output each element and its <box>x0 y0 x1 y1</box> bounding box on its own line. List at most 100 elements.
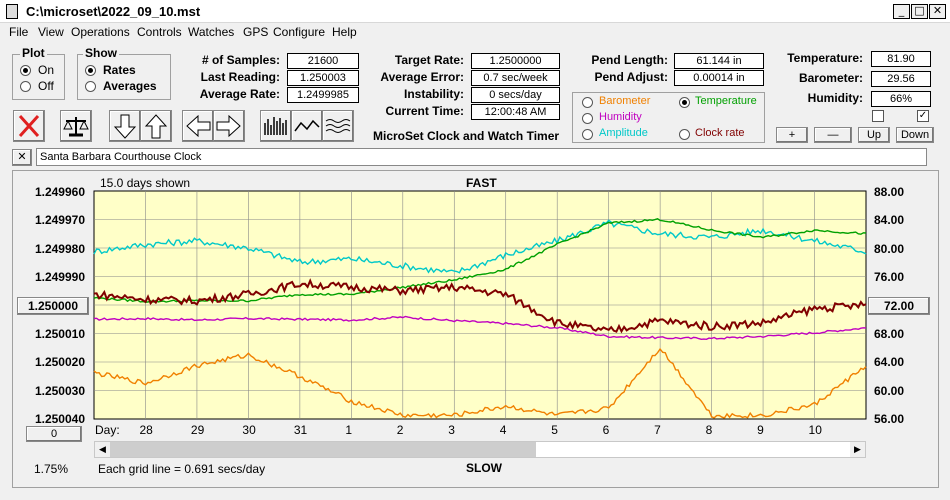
menu-gps[interactable]: GPS <box>243 25 269 39</box>
close-clock-button[interactable]: ✕ <box>12 149 32 166</box>
right-tick-label: 56.00 <box>874 412 905 426</box>
left-tick-label: 1.249960 <box>34 185 85 199</box>
temperature-radio[interactable] <box>679 97 690 108</box>
temperature-option-label: Temperature <box>695 95 757 107</box>
day-tick-label: 3 <box>448 423 455 437</box>
scroll-thumb[interactable] <box>110 442 536 457</box>
slow-label: SLOW <box>466 461 502 475</box>
pend-length-value: 61.144 in <box>674 53 764 69</box>
up-arrow-button[interactable] <box>140 110 172 142</box>
checkbox-right[interactable]: ✓ <box>917 110 929 122</box>
left-arrow-icon <box>186 114 211 138</box>
show-averages-radio[interactable] <box>85 81 96 92</box>
line-button[interactable] <box>291 110 323 142</box>
wave-lines-icon <box>325 119 351 133</box>
down-button[interactable]: Down <box>896 127 934 143</box>
last-reading-value: 1.250003 <box>287 70 359 86</box>
plot-on-label: On <box>38 63 55 77</box>
humidity-radio[interactable] <box>582 113 593 124</box>
bar-graph-icon <box>264 117 287 135</box>
menu-watches[interactable]: Watches <box>188 25 235 39</box>
minimize-button[interactable]: _ <box>893 4 910 19</box>
checkbox-left[interactable] <box>872 110 884 122</box>
menu-file[interactable]: File <box>9 25 29 39</box>
right-tick-label: 84.00 <box>874 213 905 227</box>
day-tick-label: 29 <box>190 423 205 437</box>
clear-button[interactable] <box>13 110 45 142</box>
day-tick-label: 30 <box>242 423 256 437</box>
day-tick-label: 9 <box>757 423 764 437</box>
instability-value: 0 secs/day <box>471 87 560 103</box>
day-tick-label: 10 <box>808 423 822 437</box>
right-arrow-button[interactable] <box>213 110 245 142</box>
humidity-label: Humidity: <box>807 91 863 105</box>
balance-button[interactable] <box>60 110 92 142</box>
clock-rate-radio[interactable] <box>679 129 690 140</box>
line-graph-icon <box>294 119 320 132</box>
left-arrow-button[interactable] <box>182 110 214 142</box>
down-arrow-icon <box>113 114 137 139</box>
menu-view[interactable]: View <box>38 25 64 39</box>
barometer-radio[interactable] <box>582 97 593 108</box>
target-rate-label: Target Rate: <box>394 53 464 67</box>
show-rates-radio[interactable] <box>85 65 96 76</box>
clock-rate-option-label: Clock rate <box>695 127 745 139</box>
scroll-right-icon[interactable]: ▶ <box>850 442 865 457</box>
days-shown-label: 15.0 days shown <box>100 176 191 190</box>
show-rates-label: Rates <box>103 63 136 77</box>
plus-button[interactable]: + <box>776 127 808 143</box>
day-tick-label: 28 <box>139 423 153 437</box>
plot-off-radio[interactable] <box>20 81 31 92</box>
down-arrow-button[interactable] <box>109 110 141 142</box>
barometer-option-label: Barometer <box>599 95 651 107</box>
day-tick-label: 2 <box>396 423 404 437</box>
balance-scale-icon <box>63 117 89 137</box>
series-line <box>93 278 867 334</box>
show-group <box>77 54 171 100</box>
scroll-track[interactable] <box>536 442 850 457</box>
right-tick-label: 60.00 <box>874 384 905 398</box>
center-rate-button[interactable]: 1.250000 <box>17 297 89 315</box>
barometer-value: 29.56 <box>871 71 931 87</box>
show-averages-label: Averages <box>103 79 157 93</box>
pend-adjust-value: 0.00014 in <box>674 70 764 86</box>
right-tick-label: 88.00 <box>874 185 905 199</box>
barometer-label: Barometer: <box>798 71 863 85</box>
plot-off-label: Off <box>38 79 54 93</box>
samples-label: # of Samples: <box>201 53 280 67</box>
menu-help[interactable]: Help <box>332 25 357 39</box>
zero-button[interactable]: 0 <box>26 426 82 442</box>
current-time-label: Current Time: <box>385 104 464 118</box>
day-axis-label: Day: <box>95 423 120 437</box>
average-rate-label: Average Rate: <box>199 87 280 101</box>
day-tick-label: 6 <box>602 423 610 437</box>
app-name: MicroSet Clock and Watch Timer <box>373 129 560 143</box>
left-tick-label: 1.250010 <box>34 327 85 341</box>
scroll-left-icon[interactable]: ◀ <box>95 442 110 457</box>
minus-button[interactable]: — <box>814 127 852 143</box>
pend-adjust-label: Pend Adjust: <box>594 70 668 84</box>
close-button[interactable]: ✕ <box>929 4 946 19</box>
right-tick-label: 64.00 <box>874 355 905 369</box>
menu-operations[interactable]: Operations <box>71 25 130 39</box>
up-arrow-icon <box>144 114 168 139</box>
maximize-button[interactable]: □ <box>911 4 928 19</box>
menu-configure[interactable]: Configure <box>273 25 326 39</box>
clock-name-field[interactable]: Santa Barbara Courthouse Clock <box>36 148 927 166</box>
wave-button[interactable] <box>322 110 354 142</box>
right-tick-label: 76.00 <box>874 270 905 284</box>
amplitude-radio[interactable] <box>582 129 593 140</box>
right-arrow-icon <box>216 114 241 138</box>
left-tick-label: 1.249970 <box>34 213 85 227</box>
app-icon <box>6 4 18 19</box>
menu-controls[interactable]: Controls <box>137 25 182 39</box>
right-tick-label: 68.00 <box>874 327 905 341</box>
window-title: C:\microset\2022_09_10.mst <box>26 4 201 19</box>
plot-on-radio[interactable] <box>20 65 31 76</box>
grid-note-label: Each grid line = 0.691 secs/day <box>98 462 266 476</box>
up-button[interactable]: Up <box>858 127 890 143</box>
average-error-label: Average Error: <box>380 70 464 84</box>
center-temp-button[interactable]: 72.00 <box>868 297 930 315</box>
sensor-select-box <box>572 92 765 143</box>
